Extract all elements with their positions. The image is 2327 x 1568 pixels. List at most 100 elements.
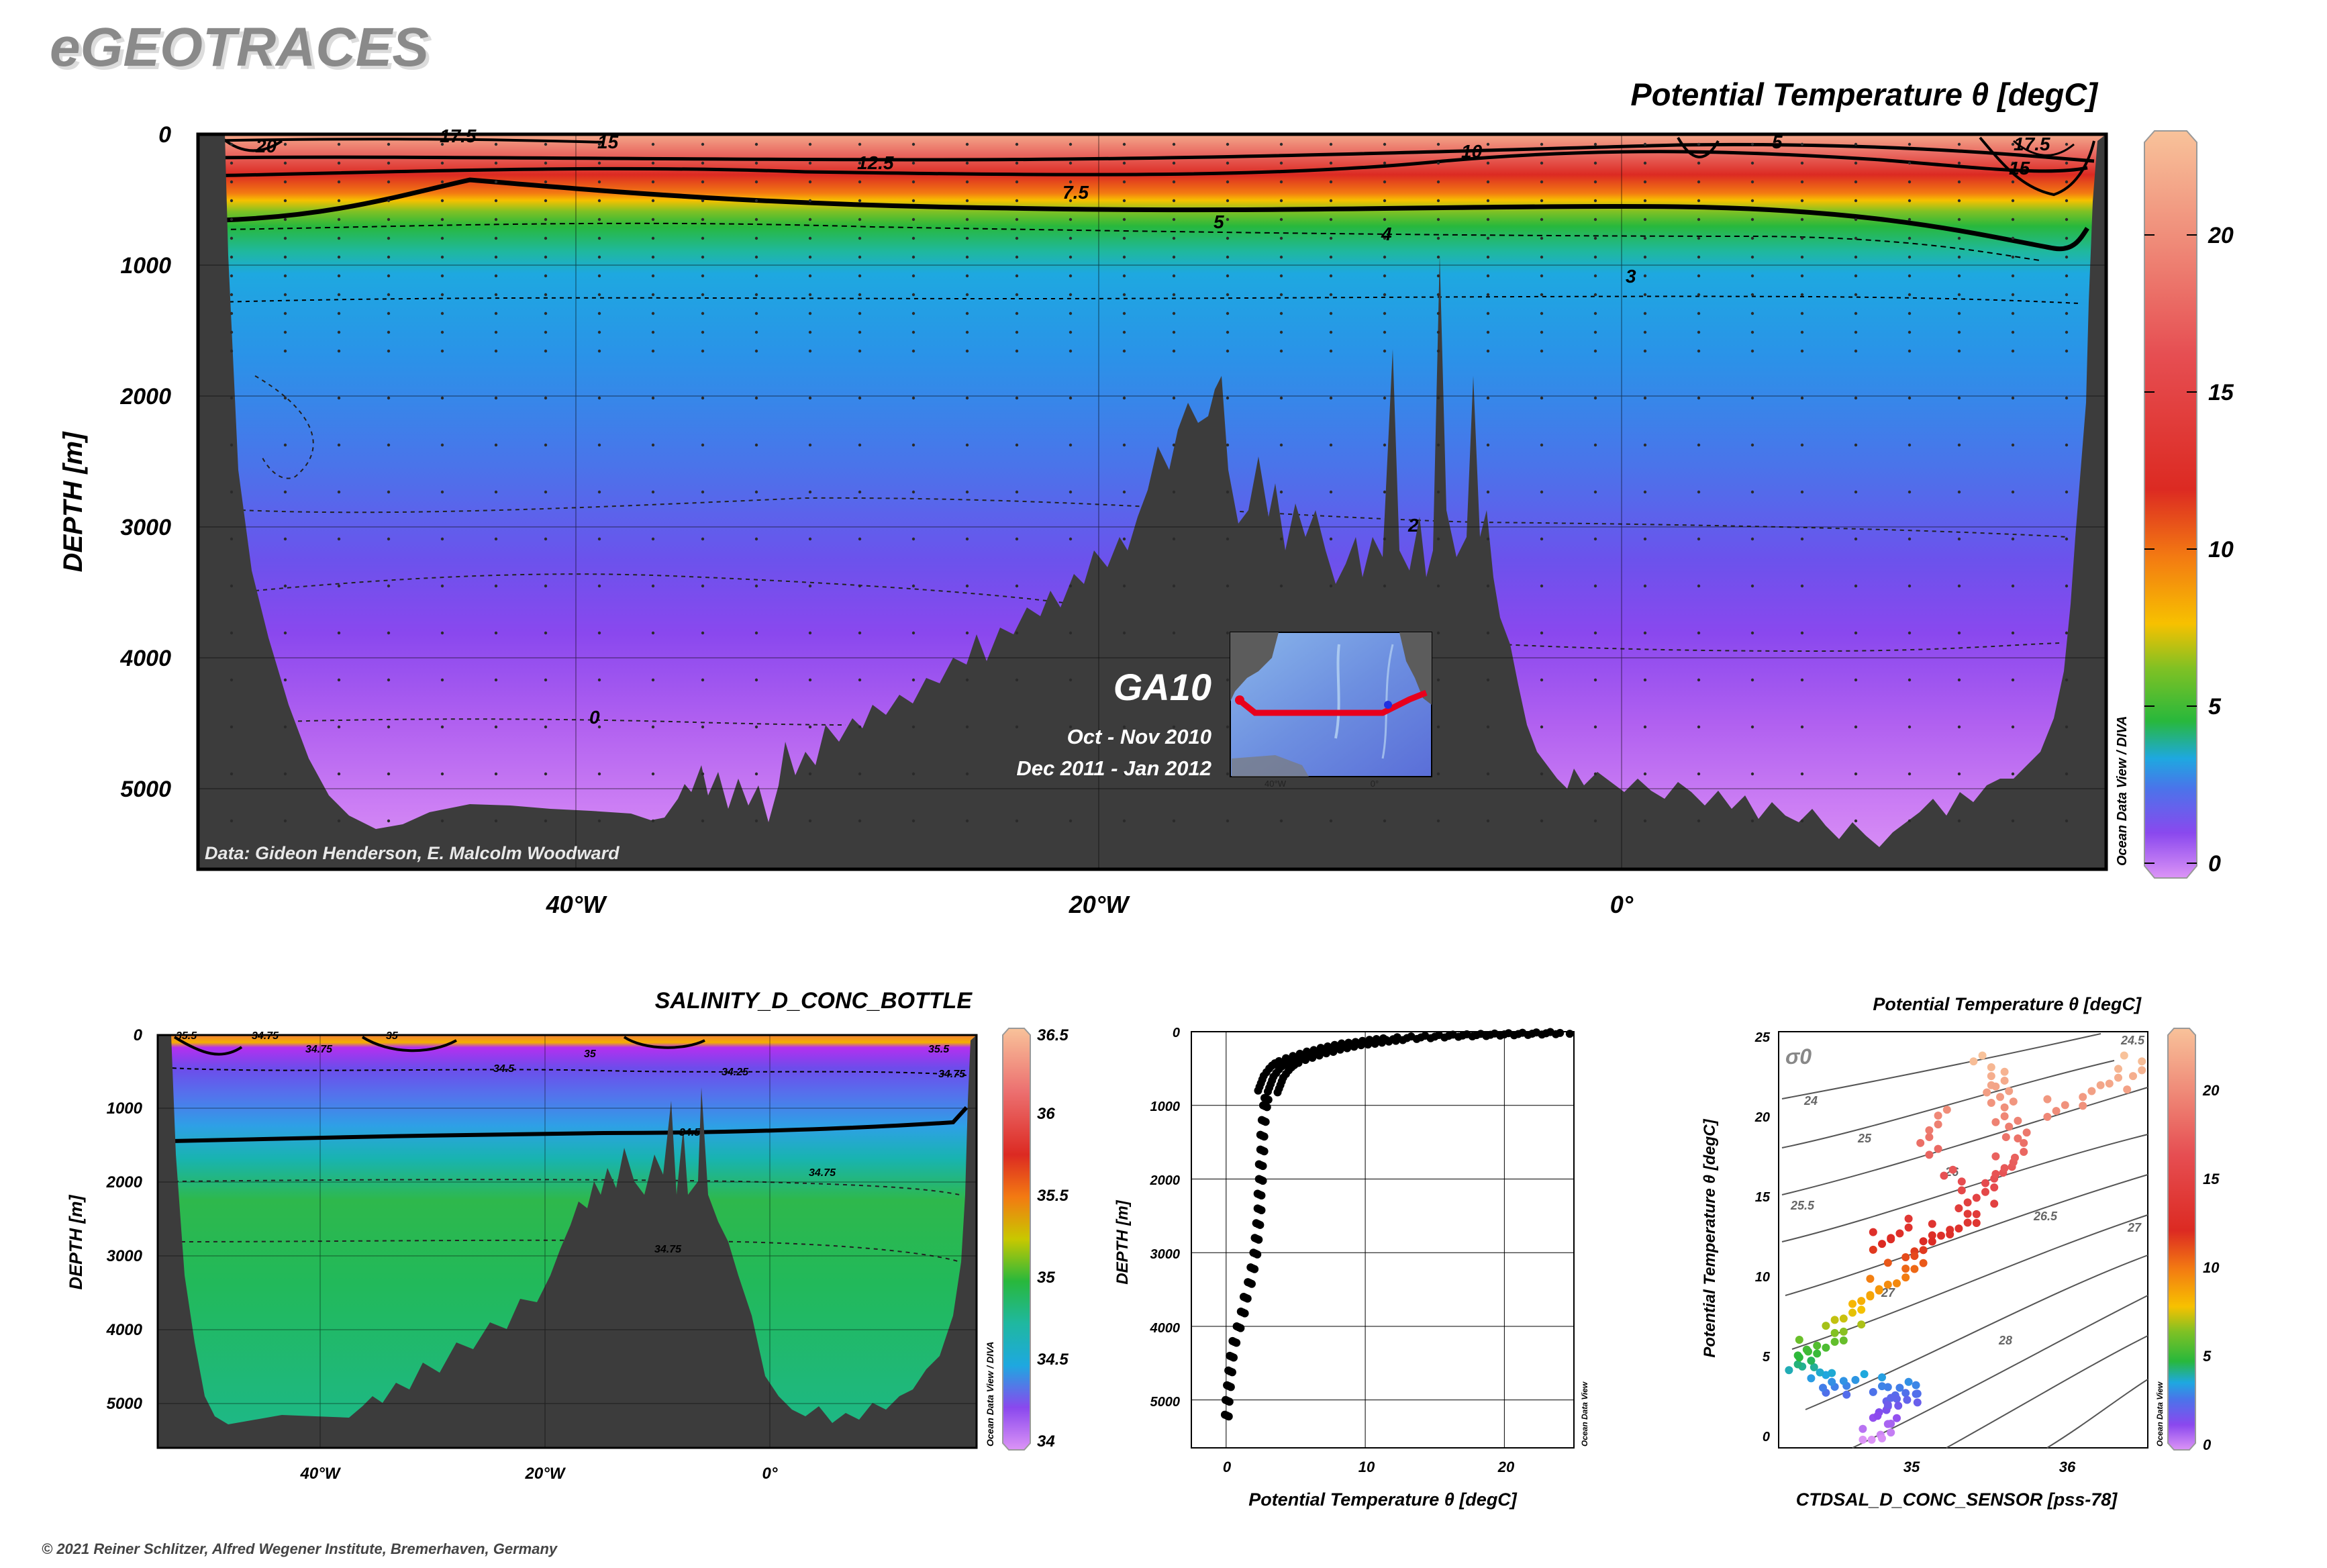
sample-dot: [1226, 180, 1230, 184]
ts-point: [1866, 1292, 1875, 1301]
sample-dot: [544, 274, 548, 278]
sample-dot: [1697, 631, 1701, 635]
contour-label: 35: [386, 1030, 399, 1042]
sample-dot: [1697, 330, 1701, 334]
sample-dot: [2065, 678, 2069, 682]
x-tick-label: 40°W: [546, 891, 607, 918]
sample-dot: [1279, 349, 1283, 353]
sample-dot: [1957, 678, 1961, 682]
sample-dot: [1908, 396, 1912, 400]
sample-dot: [1122, 490, 1126, 494]
sample-dot: [1122, 217, 1126, 222]
data-credit: Data: Gideon Henderson, E. Malcolm Woodw…: [205, 843, 620, 863]
sample-dot: [283, 678, 287, 682]
sample-dot: [1957, 217, 1961, 222]
ts-point: [1957, 1186, 1966, 1195]
profile-point: [1454, 1032, 1463, 1041]
ts-point: [1822, 1343, 1830, 1352]
colorbar-tick: 35.5: [1037, 1187, 1069, 1205]
sample-dot: [387, 490, 391, 494]
sample-dot: [230, 725, 234, 729]
sample-dot: [1486, 537, 1490, 541]
sample-dot: [1854, 396, 1858, 400]
sample-dot: [651, 584, 655, 588]
sample-dot: [701, 180, 705, 184]
ts-point: [1857, 1297, 1866, 1306]
sample-dot: [1750, 631, 1754, 635]
sample-dot: [1540, 274, 1544, 278]
sample-dot: [1593, 180, 1597, 184]
sample-dot: [808, 142, 812, 146]
ts-y-axis-label: Potential Temperature θ [degC]: [1701, 1118, 1719, 1357]
sample-dot: [1750, 330, 1754, 334]
sample-dot: [494, 180, 498, 184]
sample-dot: [911, 631, 915, 635]
ts-point: [1901, 1265, 1910, 1273]
sample-dot: [911, 725, 915, 729]
sample-dot: [1436, 631, 1440, 635]
profile-y-axis-label: DEPTH [m]: [1113, 1199, 1132, 1284]
sample-dot: [1957, 199, 1961, 203]
sample-dot: [1540, 349, 1544, 353]
sample-dot: [1279, 330, 1283, 334]
sample-dot: [1069, 631, 1073, 635]
sample-dot: [1800, 725, 1804, 729]
sample-dot: [858, 274, 862, 278]
ts-point: [1887, 1393, 1895, 1402]
sample-dot: [1854, 819, 1858, 823]
sample-dot: [2011, 631, 2015, 635]
sample-dot: [1854, 255, 1858, 259]
sample-dot: [1908, 330, 1912, 334]
sample-dot: [1486, 772, 1490, 776]
sample-dot: [597, 161, 601, 165]
sample-dot: [2065, 142, 2069, 146]
sample-dot: [1750, 293, 1754, 297]
ts-point: [1878, 1373, 1886, 1381]
sample-dot: [2065, 537, 2069, 541]
sample-dot: [230, 349, 234, 353]
inset-cruise-track: [1236, 689, 1428, 716]
contour-label: 34.75: [809, 1167, 836, 1179]
sample-dot: [1015, 293, 1019, 297]
sample-dot: [494, 311, 498, 315]
contour-line-2p5: [254, 375, 314, 479]
ts-point: [1804, 1347, 1812, 1356]
sample-dot: [2065, 255, 2069, 259]
ts-point: [2123, 1085, 2132, 1094]
sample-dot: [1436, 161, 1440, 165]
sample-dot: [1593, 537, 1597, 541]
sample-dot: [337, 199, 341, 203]
sample-dot: [1486, 819, 1490, 823]
sample-dot: [1329, 349, 1333, 353]
sample-dot: [2011, 274, 2015, 278]
profile-point: [1226, 1383, 1235, 1391]
ts-point: [1957, 1177, 1966, 1186]
sample-dot: [911, 180, 915, 184]
sample-dot: [2011, 678, 2015, 682]
sample-dot: [858, 142, 862, 146]
sample-dot: [1593, 772, 1597, 776]
sample-dot: [337, 584, 341, 588]
sample-dot: [1279, 490, 1283, 494]
sample-dot: [494, 330, 498, 334]
sample-dot: [1957, 537, 1961, 541]
sample-dot: [1750, 537, 1754, 541]
sample-dot: [1800, 772, 1804, 776]
colorbar-tick: 15: [2208, 380, 2234, 405]
profile-point: [1225, 1398, 1234, 1406]
sample-dot: [387, 311, 391, 315]
sample-dot: [1593, 631, 1597, 635]
sample-dot: [1015, 678, 1019, 682]
sample-dot: [544, 443, 548, 447]
sample-dot: [1697, 180, 1701, 184]
sample-dot: [494, 349, 498, 353]
sample-dot: [754, 199, 758, 203]
profile-point: [1257, 1206, 1266, 1214]
sample-dot: [701, 490, 705, 494]
sample-dot: [651, 161, 655, 165]
sample-dot: [440, 236, 444, 240]
ts-point: [2043, 1112, 2052, 1121]
sample-dot: [440, 537, 444, 541]
ts-point: [1795, 1353, 1803, 1362]
sample-dot: [544, 330, 548, 334]
